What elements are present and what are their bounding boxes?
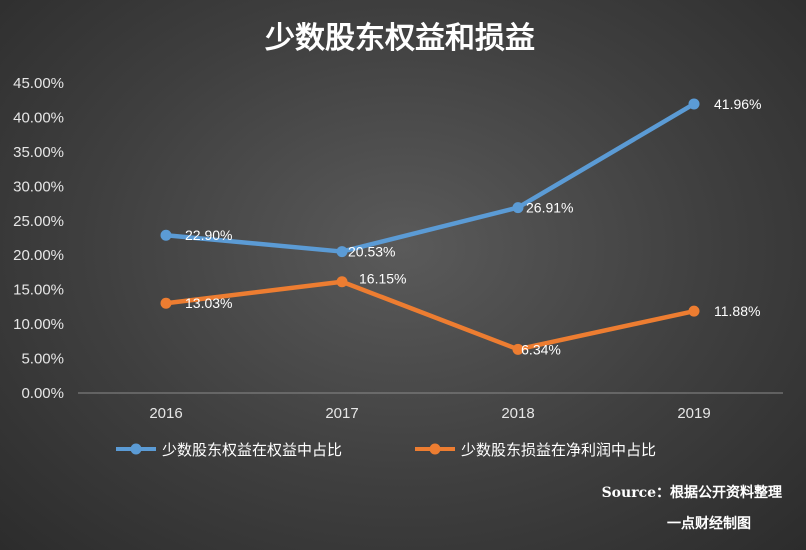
data-label-series-2: 16.15% [359,271,406,287]
x-tick-label: 2016 [149,405,182,422]
credit-note: 一点财经制图 [667,515,751,532]
legend-item-series-2: 少数股东损益在净利润中占比 [415,441,656,459]
legend-item-series-1: 少数股东权益在权益中占比 [116,441,342,459]
data-point-series-2 [512,343,524,355]
data-point-series-1 [336,246,348,258]
x-axis-ticks: 2016 2017 2018 2019 [149,405,710,422]
y-tick-label: 35.00% [13,144,64,161]
data-label-series-1: 20.53% [348,244,395,260]
y-tick-label: 5.00% [21,351,64,368]
y-tick-label: 30.00% [13,178,64,195]
series-labels: 22.90% 20.53% 26.91% 41.96% 13.03% 16.15% 6.34… [185,96,761,357]
legend-label-series-2: 少数股东损益在净利润中占比 [461,441,656,459]
x-tick-label: 2018 [501,405,534,422]
chart-title: 少数股东权益和损益 [265,21,535,56]
x-tick-label: 2017 [325,405,358,422]
data-point-series-2 [688,305,700,317]
series-lines [163,101,697,352]
y-axis-ticks: 0.00% 5.00% 10.00% 15.00% 20.00% 25.00% 30.00%… [13,75,64,402]
data-point-series-2 [336,276,348,288]
y-tick-label: 15.00% [13,282,64,299]
data-point-series-1 [688,98,700,110]
data-label-series-2: 13.03% [185,295,232,311]
data-label-series-1: 22.90% [185,227,232,243]
series-line-2 [163,279,697,352]
data-point-series-2 [160,297,172,309]
data-label-series-2: 6.34% [521,341,561,357]
data-point-series-1 [160,229,172,241]
series-points [160,98,700,355]
y-tick-label: 45.00% [13,75,64,92]
y-tick-label: 20.00% [13,247,64,264]
data-label-series-1: 26.91% [526,200,573,216]
y-tick-label: 10.00% [13,316,64,333]
legend-marker-series-1 [130,443,142,455]
source-note: Source：根据公开资料整理 [602,484,782,501]
series-line-1 [163,101,697,254]
x-tick-label: 2019 [677,405,710,422]
y-tick-label: 40.00% [13,109,64,126]
data-point-series-1 [512,202,524,214]
data-label-series-1: 41.96% [714,96,761,112]
legend-label-series-1: 少数股东权益在权益中占比 [162,441,342,459]
data-label-series-2: 11.88% [714,303,760,319]
y-tick-label: 0.00% [21,385,64,402]
legend: 少数股东权益在权益中占比 少数股东损益在净利润中占比 [116,441,656,459]
y-tick-label: 25.00% [13,213,64,230]
legend-marker-series-2 [429,443,441,455]
